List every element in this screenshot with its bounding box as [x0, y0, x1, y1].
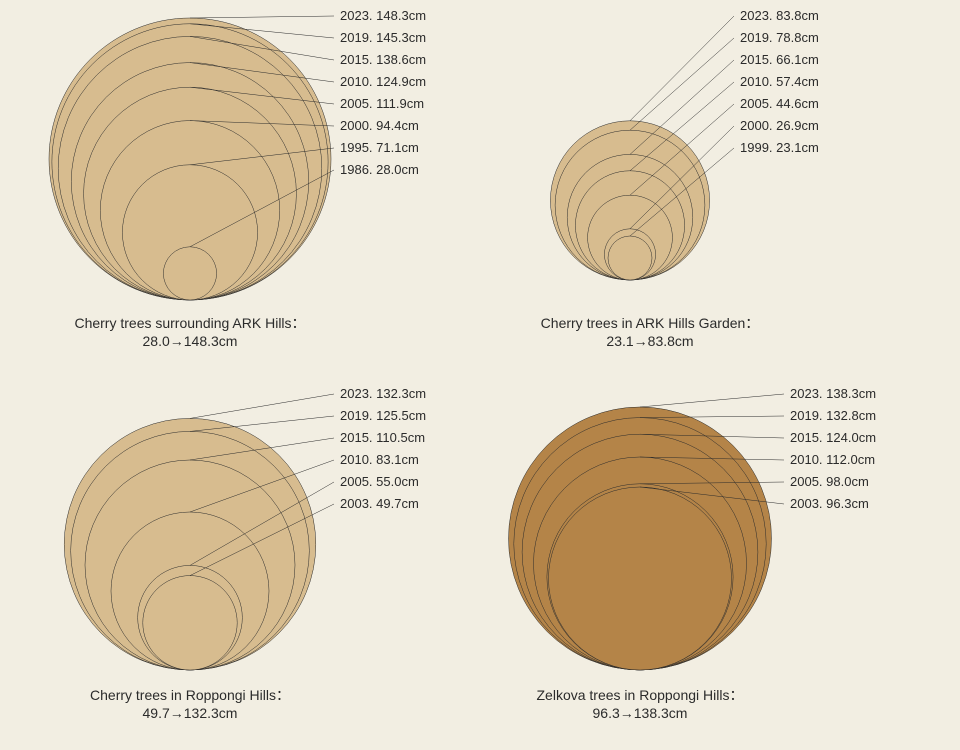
ring-year: 2015 — [340, 52, 369, 67]
chart-caption-title: Cherry trees in ARK Hills Garden： — [541, 315, 760, 331]
ring-label: 1986. 28.0cm — [340, 162, 419, 177]
ring-value: 96.3cm — [826, 496, 869, 511]
ring-year: 2019 — [790, 408, 819, 423]
ring-year: 2005 — [340, 96, 369, 111]
ring-year: 2015 — [790, 430, 819, 445]
chart-caption-range: 23.1→83.8cm — [606, 333, 693, 349]
ring-year: 1995 — [340, 140, 369, 155]
ring-value: 44.6cm — [776, 96, 819, 111]
ring-year: 2023 — [340, 8, 369, 23]
ring-value: 138.3cm — [826, 386, 876, 401]
ring-year: 2010 — [740, 74, 769, 89]
ring-value: 132.3cm — [376, 386, 426, 401]
ring: 28.0cm — [163, 247, 216, 300]
ring-value: 71.1cm — [376, 140, 419, 155]
ring-value: 124.0cm — [826, 430, 876, 445]
ring-year: 2005 — [740, 96, 769, 111]
ring-label: 2005. 55.0cm — [340, 474, 419, 489]
ring-year: 2015 — [340, 430, 369, 445]
ring-value: 145.3cm — [376, 30, 426, 45]
ring-year: 2023 — [790, 386, 819, 401]
ring-label: 2019. 132.8cm — [790, 408, 876, 423]
ring-value: 125.5cm — [376, 408, 426, 423]
ring-value: 23.1cm — [776, 140, 819, 155]
ring-year: 2010 — [340, 452, 369, 467]
ring-label: 2010. 112.0cm — [790, 452, 875, 467]
ring-label: 2005. 44.6cm — [740, 96, 819, 111]
ring-label: 2023. 83.8cm — [740, 8, 819, 23]
ring-label: 2010. 57.4cm — [740, 74, 819, 89]
tree-growth-infographic: 148.3cm 145.3cm 138.6cm 124.9cm 111.9cm 94.4c… — [0, 0, 960, 750]
ring-value: 83.8cm — [776, 8, 819, 23]
chart-caption-title: Cherry trees surrounding ARK Hills： — [74, 315, 305, 331]
ring-year: 1986 — [340, 162, 369, 177]
ring-label: 2003. 96.3cm — [790, 496, 869, 511]
ring-year: 2000 — [340, 118, 369, 133]
ring-label: 2005. 111.9cm — [340, 96, 424, 111]
ring-year: 2005 — [340, 474, 369, 489]
ring-value: 28.0cm — [376, 162, 419, 177]
ring-value: 55.0cm — [376, 474, 419, 489]
ring-year: 2000 — [740, 118, 769, 133]
ring-value: 94.4cm — [376, 118, 419, 133]
ring-label: 2015. 138.6cm — [340, 52, 426, 67]
chart-caption-range: 49.7→132.3cm — [143, 705, 238, 721]
ring-year: 2019 — [340, 408, 369, 423]
ring-label: 2010. 124.9cm — [340, 74, 426, 89]
chart-caption-range: 28.0→148.3cm — [143, 333, 238, 349]
ring-label: 2015. 124.0cm — [790, 430, 876, 445]
ring: 23.1cm — [608, 236, 652, 280]
ring-year: 2019 — [740, 30, 769, 45]
ring-value: 112.0cm — [826, 452, 875, 467]
ring-label: 2019. 145.3cm — [340, 30, 426, 45]
ring-label: 2003. 49.7cm — [340, 496, 419, 511]
ring-year: 2010 — [340, 74, 369, 89]
ring: 49.7cm — [143, 576, 237, 670]
ring-value: 110.5cm — [376, 430, 425, 445]
ring-label: 2019. 78.8cm — [740, 30, 819, 45]
ring-year: 2023 — [340, 386, 369, 401]
ring-label: 1999. 23.1cm — [740, 140, 819, 155]
chart-caption-range: 96.3→138.3cm — [593, 705, 688, 721]
ring-label: 2010. 83.1cm — [340, 452, 419, 467]
ring-value: 78.8cm — [776, 30, 819, 45]
chart-caption-title: Zelkova trees in Roppongi Hills： — [537, 687, 744, 703]
ring-value: 26.9cm — [776, 118, 819, 133]
ring-value: 98.0cm — [826, 474, 869, 489]
chart-caption-title: Cherry trees in Roppongi Hills： — [90, 687, 290, 703]
ring-value: 83.1cm — [376, 452, 419, 467]
ring-label: 2023. 132.3cm — [340, 386, 426, 401]
ring-year: 2019 — [340, 30, 369, 45]
ring-label: 2015. 66.1cm — [740, 52, 819, 67]
ring-value: 49.7cm — [376, 496, 419, 511]
ring-value: 124.9cm — [376, 74, 426, 89]
ring-year: 2003 — [790, 496, 819, 511]
ring-year: 2010 — [790, 452, 819, 467]
ring-value: 132.8cm — [826, 408, 876, 423]
ring-value: 66.1cm — [776, 52, 819, 67]
ring-value: 148.3cm — [376, 8, 426, 23]
ring-year: 2003 — [340, 496, 369, 511]
ring-label: 2000. 94.4cm — [340, 118, 419, 133]
ring-value: 138.6cm — [376, 52, 426, 67]
ring-label: 2023. 148.3cm — [340, 8, 426, 23]
ring-label: 2019. 125.5cm — [340, 408, 426, 423]
ring-year: 2023 — [740, 8, 769, 23]
ring-year: 2015 — [740, 52, 769, 67]
ring-year: 1999 — [740, 140, 769, 155]
ring-year: 2005 — [790, 474, 819, 489]
ring-value: 57.4cm — [776, 74, 819, 89]
ring-label: 2005. 98.0cm — [790, 474, 869, 489]
ring-label: 1995. 71.1cm — [340, 140, 419, 155]
ring-value: 111.9cm — [376, 96, 424, 111]
ring: 96.3cm — [549, 487, 732, 670]
ring-label: 2015. 110.5cm — [340, 430, 425, 445]
ring-label: 2000. 26.9cm — [740, 118, 819, 133]
ring-label: 2023. 138.3cm — [790, 386, 876, 401]
